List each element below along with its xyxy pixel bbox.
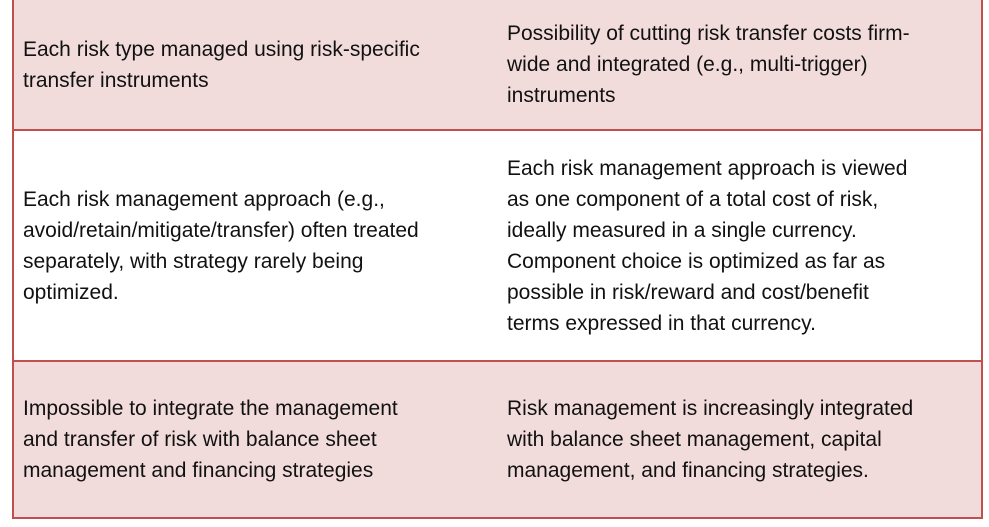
table-cell-integrated: Risk management is increasingly integrat… [499,362,981,517]
table-cell-integrated: Possibility of cutting risk transfer cos… [499,0,981,129]
table-cell-integrated: Each risk management approach is viewed … [499,131,981,360]
cell-text: Each risk management approach is viewed … [507,156,908,335]
comparison-table: Each risk type managed using risk-specif… [12,0,983,519]
cell-text: Each risk type managed using risk-specif… [23,37,420,92]
cell-text: Possibility of cutting risk transfer cos… [507,22,910,107]
table-cell-traditional: Impossible to integrate the management a… [14,362,499,517]
table-row: Each risk management approach (e.g., avo… [14,131,981,362]
table-cell-traditional: Each risk management approach (e.g., avo… [14,131,499,360]
cell-text: Each risk management approach (e.g., avo… [23,187,419,304]
table-row: Impossible to integrate the management a… [14,362,981,517]
table-cell-traditional: Each risk type managed using risk-specif… [14,0,499,129]
table-row: Each risk type managed using risk-specif… [14,0,981,131]
cell-text: Impossible to integrate the management a… [23,397,398,482]
cell-text: Risk management is increasingly integrat… [507,397,914,482]
